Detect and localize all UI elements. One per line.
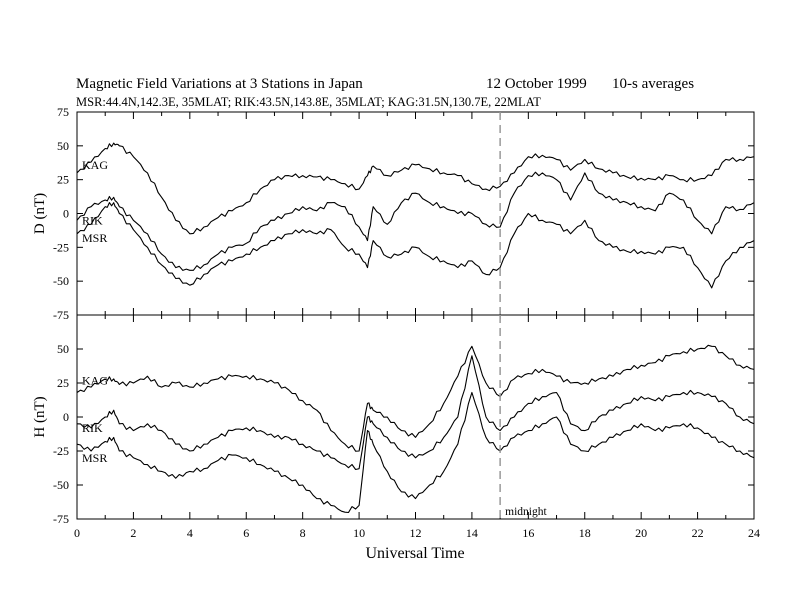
d-panel-frame: [76, 111, 755, 316]
h-series-label-kag: KAG: [82, 373, 108, 387]
chart-averaging: 10-s averages: [612, 76, 694, 92]
x-tick-label: 4: [187, 526, 193, 540]
h-series-label-msr: MSR: [82, 451, 107, 465]
h-y-tick-label: 25: [57, 376, 69, 390]
h-y-axis-label: H (nT): [32, 396, 48, 437]
h-series-kag: [76, 344, 755, 452]
x-tick-label: 6: [243, 526, 249, 540]
x-tick-label: 0: [74, 526, 80, 540]
d-series-label-rik: RIK: [82, 213, 103, 227]
x-tick-label: 24: [748, 526, 760, 540]
d-y-tick-label: 25: [57, 173, 69, 187]
d-y-tick-label: 50: [57, 139, 69, 153]
chart-title: Magnetic Field Variations at 3 Stations …: [76, 76, 363, 92]
x-tick-label: 12: [410, 526, 422, 540]
d-series-label-msr: MSR: [82, 231, 107, 245]
d-y-tick-label: 0: [63, 207, 69, 221]
h-y-tick-label: 50: [57, 342, 69, 356]
d-y-tick-label: -75: [53, 308, 69, 322]
x-tick-label: 2: [130, 526, 136, 540]
d-series-kag: [76, 142, 755, 235]
x-tick-label: 14: [466, 526, 478, 540]
midnight-label: midnight: [505, 506, 547, 518]
d-series-rik: [76, 171, 755, 271]
h-series-msr: [76, 391, 755, 514]
d-y-tick-label: 75: [57, 105, 69, 119]
d-y-tick-label: -50: [53, 274, 69, 288]
x-tick-label: 10: [353, 526, 365, 540]
h-y-tick-label: 0: [63, 410, 69, 424]
d-y-tick-label: -25: [53, 240, 69, 254]
h-series-label-rik: RIK: [82, 421, 103, 435]
d-y-axis-label: D (nT): [32, 193, 48, 234]
x-tick-label: 18: [579, 526, 591, 540]
x-tick-label: 20: [635, 526, 647, 540]
h-y-tick-label: -50: [53, 478, 69, 492]
stations-line: MSR:44.4N,142.3E, 35MLAT; RIK:43.5N,143.…: [76, 95, 541, 109]
h-series-rik: [76, 355, 755, 471]
x-tick-label: 8: [300, 526, 306, 540]
h-y-tick-label: -25: [53, 444, 69, 458]
h-panel-frame: [76, 314, 755, 520]
h-y-tick-label: -75: [53, 512, 69, 526]
x-tick-label: 16: [522, 526, 534, 540]
d-panel: 75 50 25 0 -25 -50 -75 D (nT) KAG RIK MSR: [32, 105, 755, 322]
d-series-msr: [76, 202, 755, 289]
x-tick-label: 22: [692, 526, 704, 540]
x-axis-label: Universal Time: [365, 545, 464, 562]
d-series-label-kag: KAG: [82, 158, 108, 172]
chart-date: 12 October 1999: [486, 76, 587, 92]
